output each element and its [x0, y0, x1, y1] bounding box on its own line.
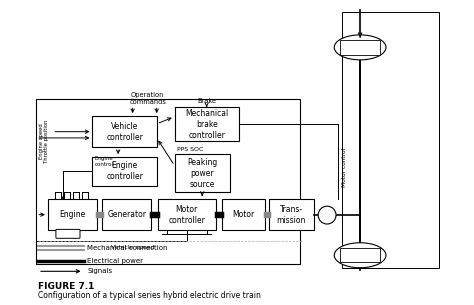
Text: Motor
controller: Motor controller	[168, 205, 205, 225]
Text: Mechanical connection: Mechanical connection	[87, 245, 168, 251]
FancyBboxPatch shape	[92, 157, 157, 186]
Ellipse shape	[334, 35, 386, 60]
Text: Throttle position: Throttle position	[45, 119, 49, 163]
Text: Engine: Engine	[59, 210, 85, 219]
Text: PPS SOC: PPS SOC	[177, 148, 204, 152]
Text: Vehicle
controller: Vehicle controller	[106, 122, 143, 142]
Text: Vehicle speed: Vehicle speed	[111, 245, 155, 249]
Bar	[342, 12, 438, 268]
FancyBboxPatch shape	[157, 199, 216, 230]
FancyBboxPatch shape	[102, 199, 151, 230]
FancyBboxPatch shape	[92, 116, 157, 147]
Text: Operation
commands: Operation commands	[129, 92, 166, 105]
FancyBboxPatch shape	[222, 199, 264, 230]
Circle shape	[318, 206, 336, 224]
FancyBboxPatch shape	[174, 154, 230, 192]
FancyBboxPatch shape	[269, 199, 314, 230]
FancyBboxPatch shape	[56, 229, 80, 238]
Text: Configuration of a typical series hybrid electric drive train: Configuration of a typical series hybrid…	[38, 291, 261, 300]
Text: Generator: Generator	[107, 210, 146, 219]
Ellipse shape	[334, 243, 386, 268]
FancyBboxPatch shape	[174, 107, 239, 141]
Text: Peaking
power
source: Peaking power source	[187, 158, 218, 189]
Text: Engine speed: Engine speed	[39, 123, 44, 159]
FancyBboxPatch shape	[48, 199, 97, 230]
Text: Brake: Brake	[197, 98, 216, 104]
Text: Engine
controller: Engine controller	[106, 161, 143, 181]
Text: Engine
control: Engine control	[94, 156, 113, 167]
Text: Trans-
mission: Trans- mission	[277, 205, 306, 225]
FancyBboxPatch shape	[340, 248, 380, 262]
Text: Motor: Motor	[232, 210, 255, 219]
Text: FIGURE 7.1: FIGURE 7.1	[38, 282, 94, 291]
FancyBboxPatch shape	[340, 40, 380, 55]
Text: Motor control: Motor control	[342, 148, 347, 187]
Text: Electrical power: Electrical power	[87, 258, 143, 264]
Text: Signals: Signals	[87, 268, 112, 274]
Text: Mechanical
brake
controller: Mechanical brake controller	[185, 109, 228, 140]
Bar	[36, 99, 301, 264]
